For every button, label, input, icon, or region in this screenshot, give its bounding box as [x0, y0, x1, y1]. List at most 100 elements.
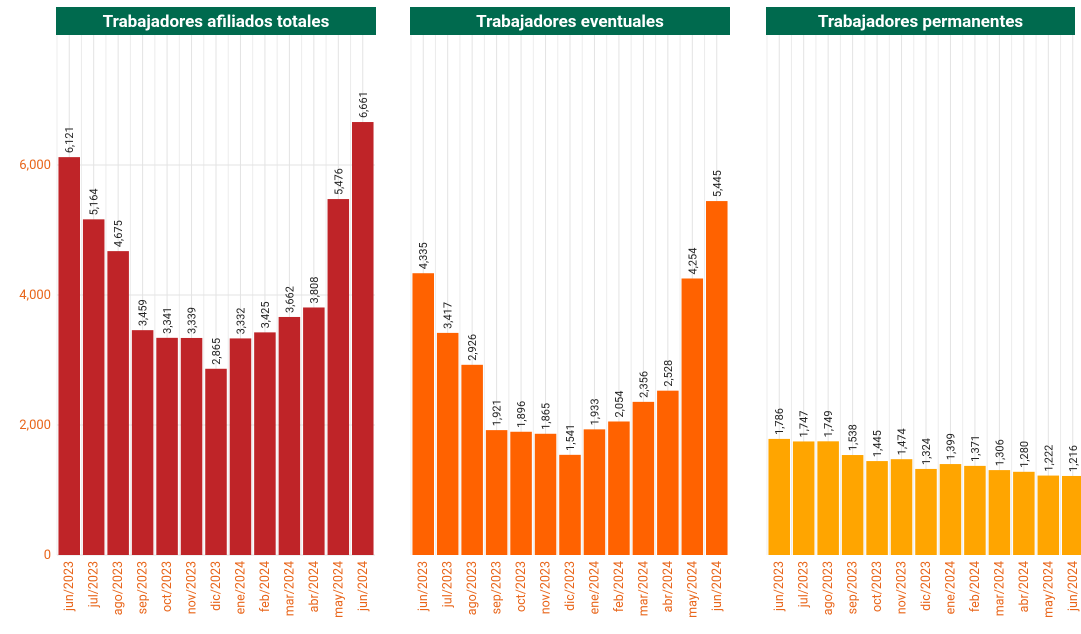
data-label: 3,425	[259, 301, 272, 328]
y-tick-label: 4,000	[19, 288, 51, 303]
data-label: 1,445	[871, 430, 884, 457]
x-tick-label: jun/2023	[62, 561, 77, 612]
data-label: 2,528	[662, 360, 675, 387]
x-tick-label: oct/2023	[514, 561, 529, 612]
x-tick-label: mar/2024	[282, 561, 297, 616]
bar	[988, 470, 1011, 555]
x-tick-label: ene/2024	[233, 561, 248, 614]
x-tick-label: abr/2024	[1017, 561, 1032, 612]
x-tick-label: feb/2024	[968, 561, 983, 612]
data-label: 6,661	[357, 91, 370, 118]
data-label: 3,808	[308, 277, 321, 304]
bar	[436, 332, 459, 555]
bar	[58, 157, 80, 555]
x-tick-label: nov/2023	[185, 561, 200, 614]
bar	[485, 430, 508, 555]
bar	[632, 401, 655, 555]
bar	[131, 330, 154, 555]
bar	[768, 438, 790, 555]
x-tick-label: dic/2023	[563, 561, 578, 611]
x-tick-label: jun/2023	[416, 561, 431, 612]
data-label: 1,474	[896, 428, 909, 455]
bar	[534, 433, 557, 555]
bar	[657, 390, 679, 555]
data-label: 1,371	[969, 435, 982, 462]
data-label: 1,541	[564, 424, 577, 451]
chart-title: Trabajadores afiliados totales	[103, 12, 330, 32]
x-tick-label: jul/2023	[87, 561, 102, 608]
x-tick-label: jun/2024	[1066, 561, 1081, 612]
bar	[82, 219, 105, 555]
data-label: 4,335	[417, 242, 430, 269]
title-bar	[766, 7, 1075, 35]
x-tick-label: sep/2023	[490, 561, 505, 614]
bar	[964, 465, 986, 555]
x-tick-label: abr/2024	[307, 561, 322, 612]
x-tick-label: jun/2024	[356, 561, 371, 612]
x-tick-label: ago/2023	[821, 561, 836, 615]
bar	[229, 338, 252, 555]
bar	[706, 201, 728, 555]
x-tick-label: jul/2023	[797, 561, 812, 608]
bar	[303, 307, 325, 555]
bar	[817, 441, 839, 555]
data-label: 3,459	[137, 299, 150, 326]
bar	[915, 468, 937, 555]
x-tick-label: ene/2024	[943, 561, 958, 614]
bar	[890, 459, 913, 555]
data-label: 3,417	[442, 302, 455, 329]
x-tick-label: oct/2023	[870, 561, 885, 612]
x-tick-label: nov/2023	[539, 561, 554, 614]
title-bar	[410, 7, 730, 35]
data-label: 1,216	[1067, 445, 1080, 472]
bar	[792, 441, 815, 555]
bar	[939, 464, 962, 555]
bar	[841, 455, 864, 555]
bar	[278, 316, 301, 555]
data-label: 1,280	[1018, 441, 1031, 468]
data-label: 3,341	[161, 307, 174, 334]
bar	[327, 199, 350, 555]
data-label: 3,662	[283, 286, 296, 313]
x-tick-label: feb/2024	[258, 561, 273, 612]
title-bar	[56, 7, 376, 35]
data-label: 5,445	[711, 170, 724, 197]
bar	[583, 429, 606, 555]
x-tick-label: abr/2024	[661, 561, 676, 612]
data-label: 3,332	[234, 308, 247, 335]
data-label: 1,222	[1042, 445, 1055, 472]
data-label: 2,054	[613, 391, 626, 418]
data-label: 5,164	[88, 188, 101, 215]
data-label: 4,675	[112, 220, 125, 247]
x-tick-label: oct/2023	[160, 561, 175, 612]
x-tick-label: sep/2023	[136, 561, 151, 614]
data-label: 1,786	[773, 408, 786, 435]
data-label: 5,476	[332, 168, 345, 195]
bar	[510, 431, 532, 555]
bar	[1037, 475, 1060, 555]
x-tick-label: sep/2023	[846, 561, 861, 614]
x-tick-label: dic/2023	[919, 561, 934, 611]
data-label: 1,747	[798, 411, 811, 438]
x-tick-label: ago/2023	[111, 561, 126, 615]
data-label: 1,324	[920, 438, 933, 465]
data-label: 3,339	[186, 307, 199, 334]
bar	[107, 251, 129, 555]
x-tick-label: ago/2023	[465, 561, 480, 615]
x-tick-label: jul/2023	[441, 561, 456, 608]
x-tick-label: mar/2024	[992, 561, 1007, 616]
y-tick-label: 0	[44, 548, 51, 563]
data-label: 1,538	[847, 424, 860, 451]
data-label: 4,254	[686, 248, 699, 275]
x-tick-label: mar/2024	[636, 561, 651, 616]
x-tick-label: may/2024	[1041, 561, 1056, 618]
chart-title: Trabajadores permanentes	[818, 12, 1024, 32]
bar	[1013, 471, 1035, 555]
x-tick-label: nov/2023	[895, 561, 910, 614]
bar	[156, 337, 178, 555]
data-label: 1,399	[944, 433, 957, 460]
x-tick-label: jun/2023	[772, 561, 787, 612]
data-label: 2,865	[210, 338, 223, 365]
